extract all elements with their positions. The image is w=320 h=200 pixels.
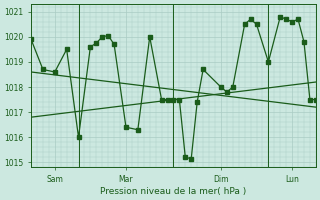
X-axis label: Pression niveau de la mer( hPa ): Pression niveau de la mer( hPa ) — [100, 187, 247, 196]
